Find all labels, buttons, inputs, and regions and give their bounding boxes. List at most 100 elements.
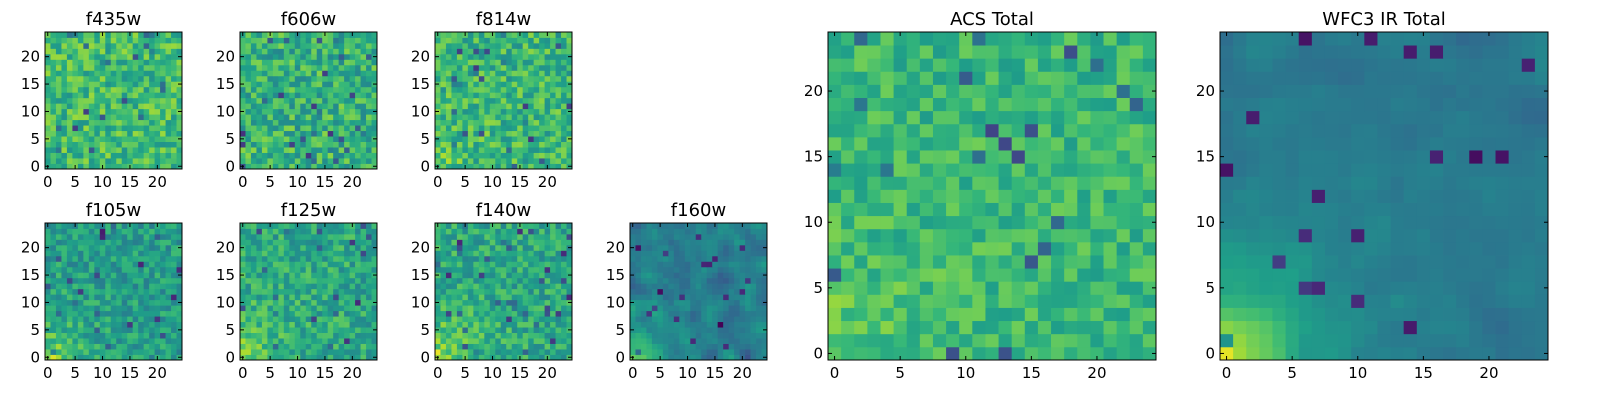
heatmap-cell <box>566 294 573 301</box>
heatmap-cell <box>45 64 51 71</box>
heatmap-cell <box>1051 202 1065 217</box>
heatmap-cell <box>1064 176 1078 190</box>
heatmap-cell <box>473 42 480 49</box>
heatmap-cell <box>305 59 312 66</box>
heatmap-cell <box>256 37 263 44</box>
heatmap-cell <box>517 86 524 93</box>
heatmap-cell <box>511 81 518 88</box>
heatmap-cell <box>462 114 469 121</box>
heatmap-cell <box>462 53 469 60</box>
heatmap-cell <box>745 250 751 257</box>
y-tick-label: 15 <box>411 266 430 284</box>
heatmap-cell <box>946 320 960 335</box>
heatmap-cell <box>50 294 57 301</box>
heatmap-cell <box>256 53 263 60</box>
heatmap-cell <box>311 239 318 246</box>
heatmap-cell <box>72 125 79 132</box>
heatmap-cell <box>94 354 101 361</box>
heatmap-cell <box>278 299 285 306</box>
heatmap-cell <box>1129 281 1144 295</box>
heatmap-cell <box>322 283 329 290</box>
heatmap-cell <box>462 59 469 66</box>
heatmap-cell <box>640 338 647 344</box>
heatmap-cell <box>550 48 556 55</box>
heatmap-cell <box>176 59 183 66</box>
heatmap-cell <box>261 70 268 77</box>
heatmap-cell <box>673 283 680 290</box>
heatmap-cell <box>679 255 686 262</box>
heatmap-cell <box>116 147 123 153</box>
heatmap-cell <box>473 223 480 229</box>
heatmap-cell <box>489 343 496 350</box>
heatmap-cell <box>160 141 166 148</box>
heatmap-cell <box>272 163 279 170</box>
heatmap-cell <box>761 266 768 273</box>
heatmap-cell <box>522 81 529 88</box>
heatmap-cell <box>66 288 73 295</box>
heatmap-cell <box>550 86 556 93</box>
heatmap-cell <box>550 327 556 333</box>
heatmap-cell <box>1129 294 1144 308</box>
heatmap-cell <box>305 327 312 333</box>
heatmap-cell <box>149 250 155 257</box>
heatmap-cell <box>283 283 290 290</box>
heatmap-cell <box>149 48 155 55</box>
heatmap-cell <box>640 228 647 235</box>
panel-title: f140w <box>476 200 531 221</box>
heatmap-cell <box>462 92 469 99</box>
heatmap-cell <box>283 48 290 55</box>
heatmap-cell <box>116 277 123 284</box>
heatmap-cell <box>77 343 84 350</box>
heatmap-cell <box>717 327 724 333</box>
heatmap-cell <box>745 299 751 306</box>
heatmap-cell <box>467 250 474 257</box>
heatmap-cell <box>278 141 285 148</box>
heatmap-cell <box>143 239 150 246</box>
heatmap-cell <box>366 283 372 290</box>
heatmap-cell <box>267 327 274 333</box>
heatmap-cell <box>160 277 166 284</box>
heatmap-cell <box>360 125 367 132</box>
heatmap-cell <box>256 130 263 137</box>
heatmap-cell <box>706 310 713 317</box>
heatmap-cell <box>77 266 84 273</box>
heatmap-cell <box>635 327 642 333</box>
heatmap-cell <box>61 64 68 71</box>
heatmap-cell <box>440 294 447 301</box>
heatmap-cell <box>66 103 73 110</box>
heatmap-cell <box>371 147 378 153</box>
heatmap-cell <box>45 250 51 257</box>
heatmap-cell <box>489 70 496 77</box>
heatmap-cell <box>695 266 702 273</box>
heatmap-cell <box>630 233 636 240</box>
heatmap-cell <box>149 283 155 290</box>
heatmap-cell <box>550 147 556 153</box>
heatmap-cell <box>132 316 139 323</box>
heatmap-cell <box>154 305 161 312</box>
heatmap-cell <box>561 141 567 148</box>
heatmap-cell <box>539 299 545 306</box>
heatmap-cell <box>360 266 367 273</box>
heatmap-cell <box>50 108 57 115</box>
heatmap-cell <box>61 255 68 262</box>
heatmap-cell <box>278 261 285 268</box>
heatmap-cell <box>121 272 128 279</box>
heatmap-cell <box>154 288 161 295</box>
heatmap-cell <box>160 321 166 328</box>
heatmap-cell <box>132 48 139 55</box>
heatmap-cell <box>1077 333 1091 348</box>
heatmap-cell <box>484 272 491 279</box>
heatmap-cell <box>55 103 62 110</box>
heatmap-cell <box>867 346 881 361</box>
heatmap-cell <box>256 327 263 333</box>
heatmap-cell <box>690 299 697 306</box>
x-tick-label: 15 <box>510 173 529 191</box>
heatmap-cell <box>528 244 535 251</box>
heatmap-cell <box>110 141 117 148</box>
heatmap-cell <box>456 92 463 99</box>
y-tick-label: 0 <box>225 348 235 366</box>
heatmap-cell <box>83 349 90 355</box>
heatmap-cell <box>445 305 452 312</box>
heatmap-cell <box>679 299 686 306</box>
heatmap-cell <box>283 92 290 99</box>
